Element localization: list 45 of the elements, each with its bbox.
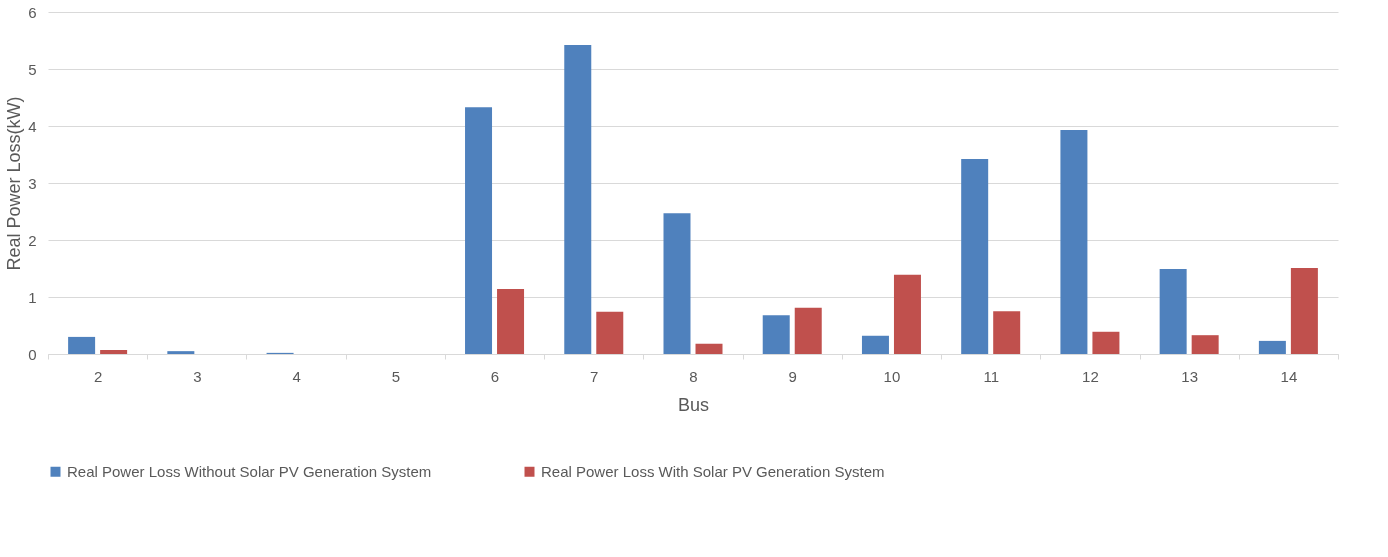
bar: [497, 289, 525, 354]
bar: [695, 343, 723, 354]
bar: [68, 336, 96, 354]
y-tick-label: 0: [28, 345, 37, 363]
x-tick-label: 11: [983, 367, 999, 385]
legend-label: Real Power Loss Without Solar PV Generation System: [67, 462, 432, 480]
bar: [1159, 269, 1187, 354]
x-tick-label: 9: [788, 367, 797, 385]
y-tick-label: 1: [28, 288, 37, 306]
x-tick-label: 3: [193, 367, 202, 385]
y-tick-label: 3: [28, 174, 37, 192]
x-tick-label: 4: [292, 367, 301, 385]
bar: [663, 213, 691, 354]
bar: [564, 45, 592, 354]
bar: [596, 311, 624, 354]
x-tick-label: 2: [93, 367, 103, 385]
x-tick-label: 13: [1181, 367, 1198, 385]
x-axis-title: Bus: [677, 394, 710, 415]
bar: [167, 351, 195, 354]
bar: [1290, 267, 1318, 354]
y-tick-label: 2: [28, 231, 37, 249]
bar: [1092, 331, 1120, 354]
x-tick-label: 7: [590, 367, 599, 385]
bar: [961, 159, 989, 354]
x-tick-label: 8: [689, 367, 698, 385]
bar: [1258, 340, 1286, 354]
bar: [762, 315, 790, 354]
bar: [100, 350, 128, 354]
bar: [794, 307, 822, 354]
x-tick-label: 14: [1280, 367, 1298, 385]
bar: [1060, 129, 1088, 354]
x-tick-label: 5: [391, 367, 400, 385]
bar: [465, 107, 493, 354]
bar: [1191, 335, 1219, 354]
x-tick-label: 12: [1082, 367, 1099, 385]
x-tick-label: 10: [883, 367, 901, 385]
legend-label: Real Power Loss With Solar PV Generation System: [541, 462, 885, 480]
x-tick-label: 6: [490, 367, 500, 385]
y-tick-label: 6: [28, 3, 37, 21]
y-axis-title: Real Power Loss(kW): [4, 96, 25, 271]
bar: [893, 274, 921, 354]
y-tick-label: 4: [28, 117, 37, 135]
y-tick-label: 5: [28, 60, 37, 78]
bar: [861, 335, 889, 354]
bar: [993, 311, 1021, 354]
